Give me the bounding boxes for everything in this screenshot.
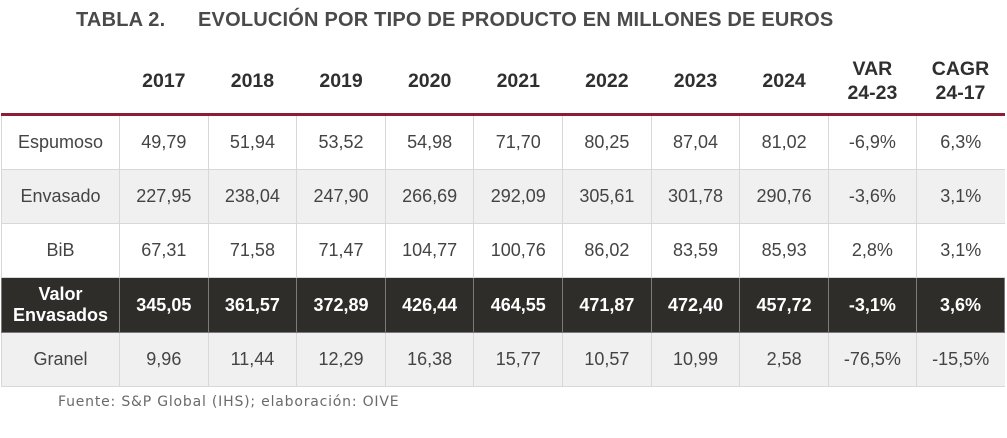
header-corner xyxy=(2,48,120,115)
cell-value: 15,77 xyxy=(473,332,564,387)
cell-value: 238,04 xyxy=(207,169,298,224)
header-year: 2022 xyxy=(585,69,629,92)
cell-value: 85,93 xyxy=(739,223,829,278)
cell-value: 53,52 xyxy=(296,114,386,170)
cell-value: 471,87 xyxy=(562,277,652,333)
cell-value: 464,55 xyxy=(473,277,564,333)
cell-var: -76,5% xyxy=(827,332,917,387)
row-label-line2: Envasados xyxy=(12,305,109,325)
row-label: BiB xyxy=(0,223,121,278)
table-caption: EVOLUCIÓN POR TIPO DE PRODUCTO EN MILLON… xyxy=(198,9,834,31)
cell-value: 361,57 xyxy=(207,277,298,333)
cell-value: 49,79 xyxy=(119,114,209,170)
header-year: 2021 xyxy=(496,69,540,92)
cell-value: 305,61 xyxy=(562,169,652,224)
cell-value: 67,31 xyxy=(119,223,209,278)
header-cagr-line1: CAGR xyxy=(931,57,990,80)
header-year: 2018 xyxy=(230,69,275,92)
cell-value: 11,44 xyxy=(207,332,298,387)
header-var: VAR 24-23 xyxy=(828,48,916,115)
cell-var: 2,8% xyxy=(827,223,917,278)
cell-cagr: 3,1% xyxy=(915,169,1005,224)
cell-value: 51,94 xyxy=(207,114,298,170)
cell-value: 71,70 xyxy=(473,114,564,170)
cell-value: 71,47 xyxy=(296,223,386,278)
cell-var: -6,9% xyxy=(827,114,917,170)
cell-cagr: -15,5% xyxy=(915,332,1005,387)
table-row-bib: BiB 67,31 71,58 71,47 104,77 100,76 86,0… xyxy=(0,223,1005,278)
cell-value: 457,72 xyxy=(739,277,829,333)
row-label: Valor Envasados xyxy=(0,277,121,333)
cell-value: 54,98 xyxy=(384,114,475,170)
cell-value: 426,44 xyxy=(384,277,475,333)
cell-value: 81,02 xyxy=(739,114,829,170)
cell-value: 227,95 xyxy=(119,169,209,224)
table-row-granel: Granel 9,96 11,44 12,29 16,38 15,77 10,5… xyxy=(0,332,1005,387)
cell-cagr: 3,1% xyxy=(915,223,1005,278)
table-row-espumoso: Espumoso 49,79 51,94 53,52 54,98 71,70 8… xyxy=(0,114,1005,170)
header-year: 2020 xyxy=(407,69,452,92)
cell-value: 301,78 xyxy=(650,169,741,224)
table-title: TABLA 2. EVOLUCIÓN POR TIPO DE PRODUCTO E… xyxy=(76,9,833,32)
cell-value: 86,02 xyxy=(562,223,652,278)
header-cagr: CAGR 24-17 xyxy=(916,48,1004,115)
header-year: 2017 xyxy=(142,69,186,92)
cell-value: 472,40 xyxy=(650,277,741,333)
cell-value: 12,29 xyxy=(296,332,386,387)
cell-value: 9,96 xyxy=(119,332,209,387)
cell-cagr: 6,3% xyxy=(915,114,1005,170)
cell-value: 345,05 xyxy=(119,277,209,333)
cell-value: 100,76 xyxy=(473,223,564,278)
header-year: 2023 xyxy=(673,69,718,92)
cell-value: 266,69 xyxy=(384,169,475,224)
row-label: Granel xyxy=(0,332,121,387)
header-year: 2019 xyxy=(319,69,363,92)
cell-value: 71,58 xyxy=(207,223,298,278)
cell-value: 10,57 xyxy=(562,332,652,387)
cell-value: 292,09 xyxy=(473,169,564,224)
cell-var: -3,1% xyxy=(827,277,917,333)
header-year: 2024 xyxy=(762,69,806,92)
cell-var: -3,6% xyxy=(827,169,917,224)
source-note: Fuente: S&P Global (IHS); elaboración: O… xyxy=(58,394,400,410)
cell-value: 83,59 xyxy=(650,223,741,278)
header-row: 2017 2018 2019 2020 2021 2022 2023 2024 … xyxy=(1,48,1005,115)
cell-value: 2,58 xyxy=(739,332,829,387)
product-evolution-table: 2017 2018 2019 2020 2021 2022 2023 2024 … xyxy=(0,48,1006,387)
cell-value: 87,04 xyxy=(650,114,741,170)
cell-value: 247,90 xyxy=(296,169,386,224)
row-label: Espumoso xyxy=(0,114,121,170)
header-cagr-line2: 24-17 xyxy=(935,81,986,104)
row-label-line1: Valor xyxy=(38,284,83,304)
cell-value: 290,76 xyxy=(739,169,829,224)
cell-value: 104,77 xyxy=(384,223,475,278)
cell-value: 372,89 xyxy=(296,277,386,333)
cell-value: 80,25 xyxy=(562,114,652,170)
header-var-line1: VAR xyxy=(852,57,893,80)
table-number: TABLA 2. xyxy=(76,9,166,31)
table-row-valor-envasados: Valor Envasados 345,05 361,57 372,89 426,… xyxy=(0,277,1006,333)
cell-value: 10,99 xyxy=(650,332,741,387)
header-var-line2: 24-23 xyxy=(847,81,898,104)
table-row-envasado: Envasado 227,95 238,04 247,90 266,69 292… xyxy=(0,169,1005,224)
cell-value: 16,38 xyxy=(384,332,475,387)
cell-cagr: 3,6% xyxy=(915,277,1006,333)
row-label: Envasado xyxy=(0,169,121,224)
